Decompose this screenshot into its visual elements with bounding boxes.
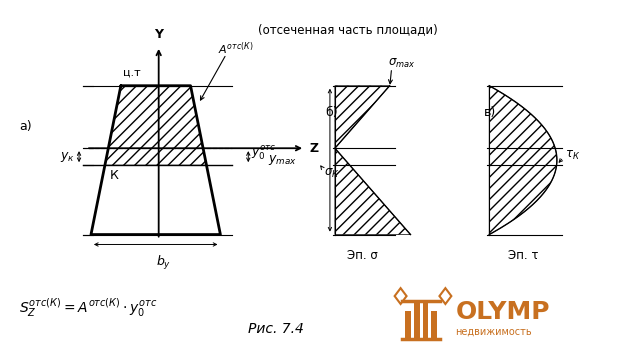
Text: а): а) <box>19 120 32 133</box>
Text: $σ_{max}$: $σ_{max}$ <box>388 58 415 70</box>
Text: Y: Y <box>154 28 163 41</box>
Text: OLYMP: OLYMP <box>455 300 550 324</box>
Text: $τ_К$: $τ_К$ <box>564 149 580 162</box>
Text: $y_к$: $y_к$ <box>60 150 75 164</box>
FancyBboxPatch shape <box>404 311 411 339</box>
Text: $A^{отс(К)}$: $A^{отс(К)}$ <box>219 41 254 57</box>
FancyBboxPatch shape <box>432 311 437 339</box>
Polygon shape <box>105 86 206 165</box>
FancyBboxPatch shape <box>414 301 419 339</box>
Text: $σ_К$: $σ_К$ <box>324 167 340 180</box>
Text: (отсеченная часть площади): (отсеченная часть площади) <box>259 23 438 36</box>
Text: $S_Z^{отс(К)}=A^{отс(К)}\cdot y_0^{отс}$: $S_Z^{отс(К)}=A^{отс(К)}\cdot y_0^{отс}$ <box>19 297 158 320</box>
Text: $y_{max}$: $y_{max}$ <box>269 153 297 167</box>
Text: недвижимость: недвижимость <box>455 327 532 337</box>
Text: б): б) <box>325 105 338 119</box>
Text: Рис. 7.4: Рис. 7.4 <box>249 322 304 336</box>
Text: Z: Z <box>309 142 318 155</box>
FancyBboxPatch shape <box>422 301 429 339</box>
Text: $b_y$: $b_y$ <box>156 255 171 272</box>
Polygon shape <box>335 86 389 148</box>
Polygon shape <box>335 148 411 235</box>
Text: Эп. σ: Эп. σ <box>347 250 378 262</box>
Text: К: К <box>110 169 119 182</box>
Text: в): в) <box>484 105 497 119</box>
Text: $y_0^{отс}$: $y_0^{отс}$ <box>251 145 277 163</box>
Text: Эп. τ: Эп. τ <box>508 250 538 262</box>
Polygon shape <box>489 86 557 235</box>
Text: ц.т: ц.т <box>123 68 140 78</box>
